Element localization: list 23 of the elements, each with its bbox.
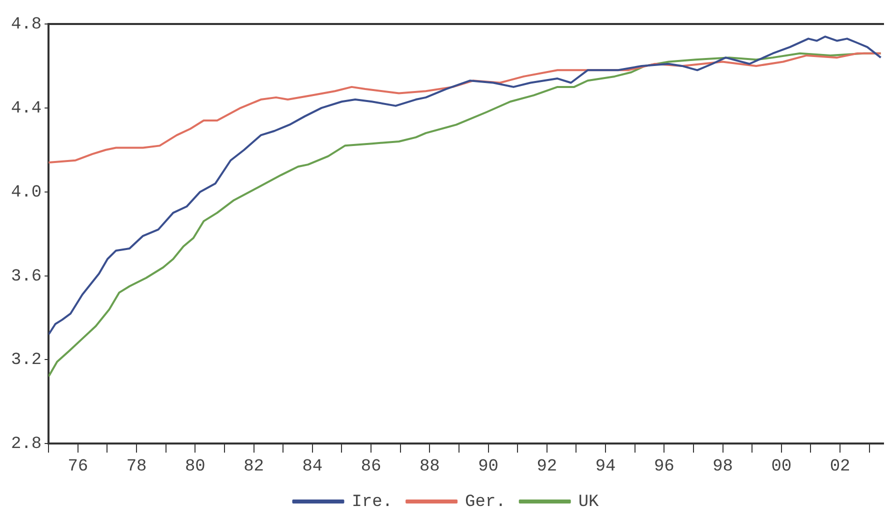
x-tick-label: 92 <box>536 457 558 476</box>
x-tick-label: 96 <box>654 457 674 476</box>
legend-label: Ger. <box>465 493 506 512</box>
y-tick-label: 3.2 <box>10 351 42 370</box>
x-tick-label: 82 <box>244 457 264 476</box>
legend-label: UK <box>578 493 600 512</box>
x-tick-label: 86 <box>360 457 382 476</box>
legend-label: Ire. <box>352 493 393 512</box>
x-tick-label: 84 <box>302 457 323 476</box>
x-tick-label: 78 <box>126 457 147 476</box>
x-tick-label: 98 <box>712 457 733 476</box>
x-tick-label: 94 <box>595 457 616 476</box>
x-tick-label: 80 <box>184 457 206 476</box>
y-tick-label: 3.6 <box>10 267 42 286</box>
y-tick-label: 4.8 <box>10 16 42 34</box>
x-tick-label: 76 <box>68 457 88 476</box>
x-tick-label: 02 <box>830 457 850 476</box>
y-tick-label: 2.8 <box>10 435 42 454</box>
x-tick-label: 90 <box>478 457 498 476</box>
x-tick-label: 88 <box>419 457 440 476</box>
x-tick-label: 00 <box>771 457 792 476</box>
y-tick-label: 4.4 <box>10 99 42 118</box>
y-tick-label: 4.0 <box>10 183 42 202</box>
